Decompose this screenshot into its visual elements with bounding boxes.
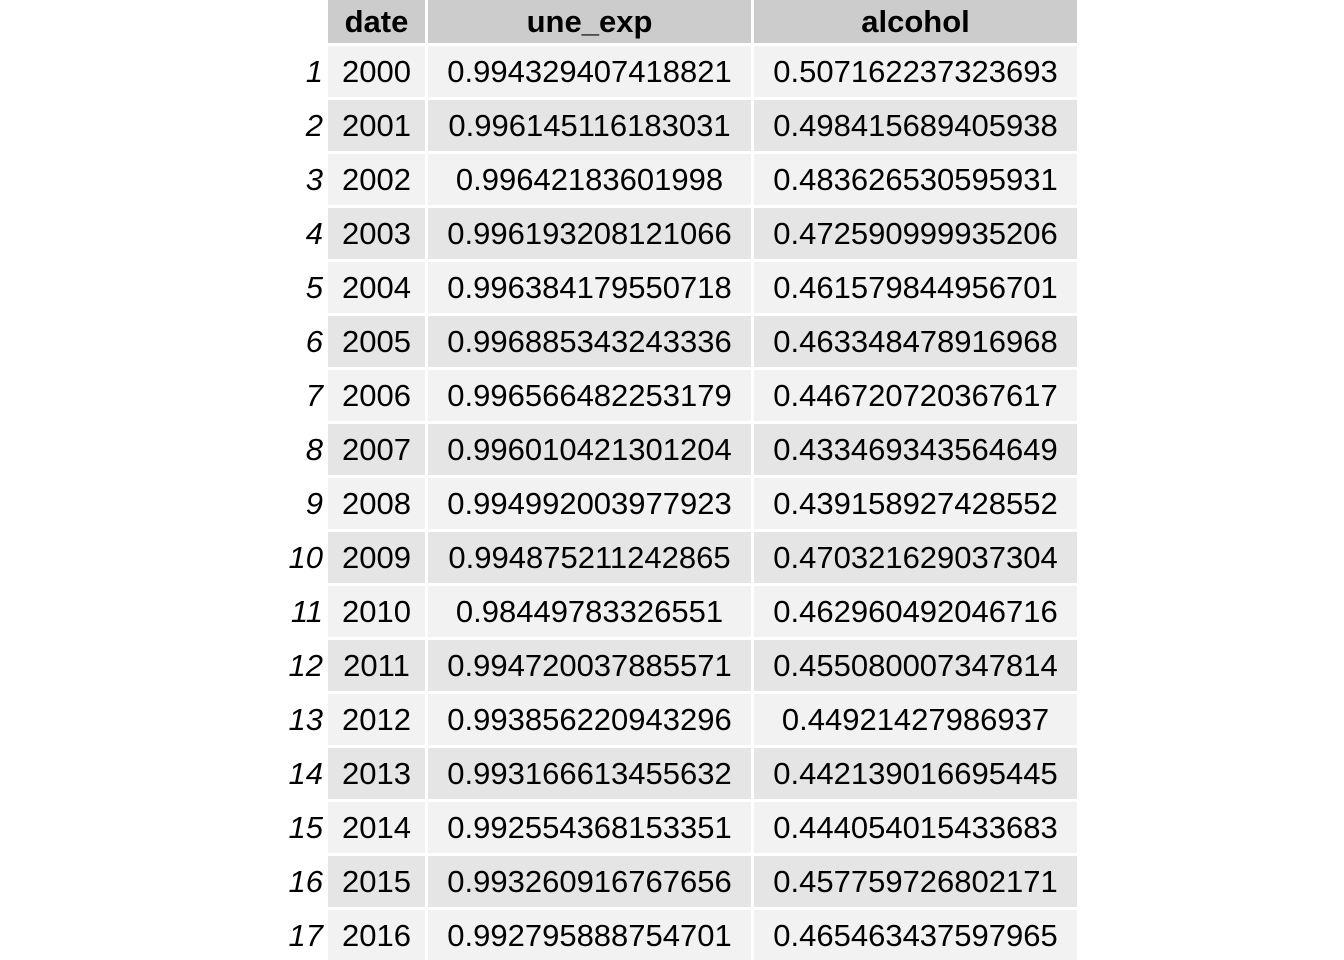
table-row: 9 2008 0.994992003977923 0.439158927428552 — [280, 478, 1077, 529]
cell-alcohol: 0.498415689405938 — [754, 100, 1077, 151]
row-index: 4 — [280, 208, 325, 259]
data-table: date une_exp alcohol 1 2000 0.994329407418… — [280, 0, 1080, 960]
cell-une-exp: 0.99642183601998 — [428, 154, 751, 205]
cell-date: 2002 — [328, 154, 425, 205]
cell-une-exp: 0.994720037885571 — [428, 640, 751, 691]
row-index: 17 — [280, 910, 325, 960]
row-index: 10 — [280, 532, 325, 583]
cell-alcohol: 0.444054015433683 — [754, 802, 1077, 853]
cell-date: 2005 — [328, 316, 425, 367]
row-index: 6 — [280, 316, 325, 367]
cell-date: 2012 — [328, 694, 425, 745]
cell-alcohol: 0.446720720367617 — [754, 370, 1077, 421]
row-index: 14 — [280, 748, 325, 799]
table-row: 2 2001 0.996145116183031 0.498415689405938 — [280, 100, 1077, 151]
table-row: 13 2012 0.993856220943296 0.44921427986937 — [280, 694, 1077, 745]
table-row: 16 2015 0.993260916767656 0.457759726802171 — [280, 856, 1077, 907]
cell-date: 2006 — [328, 370, 425, 421]
cell-date: 2011 — [328, 640, 425, 691]
row-index: 13 — [280, 694, 325, 745]
cell-une-exp: 0.993856220943296 — [428, 694, 751, 745]
cell-date: 2007 — [328, 424, 425, 475]
cell-alcohol: 0.442139016695445 — [754, 748, 1077, 799]
index-column-header — [280, 0, 325, 43]
row-index: 1 — [280, 46, 325, 97]
cell-alcohol: 0.470321629037304 — [754, 532, 1077, 583]
cell-alcohol: 0.439158927428552 — [754, 478, 1077, 529]
cell-une-exp: 0.994329407418821 — [428, 46, 751, 97]
cell-date: 2016 — [328, 910, 425, 960]
table-row: 17 2016 0.992795888754701 0.465463437597965 — [280, 910, 1077, 960]
cell-une-exp: 0.994875211242865 — [428, 532, 751, 583]
cell-une-exp: 0.996384179550718 — [428, 262, 751, 313]
table-row: 3 2002 0.99642183601998 0.483626530595931 — [280, 154, 1077, 205]
cell-alcohol: 0.465463437597965 — [754, 910, 1077, 960]
row-index: 3 — [280, 154, 325, 205]
row-index: 15 — [280, 802, 325, 853]
cell-date: 2004 — [328, 262, 425, 313]
row-index: 8 — [280, 424, 325, 475]
cell-une-exp: 0.992795888754701 — [428, 910, 751, 960]
row-index: 5 — [280, 262, 325, 313]
table-row: 5 2004 0.996384179550718 0.461579844956701 — [280, 262, 1077, 313]
table-row: 15 2014 0.992554368153351 0.444054015433683 — [280, 802, 1077, 853]
cell-alcohol: 0.507162237323693 — [754, 46, 1077, 97]
cell-alcohol: 0.483626530595931 — [754, 154, 1077, 205]
cell-alcohol: 0.462960492046716 — [754, 586, 1077, 637]
cell-une-exp: 0.996566482253179 — [428, 370, 751, 421]
data-table-container: date une_exp alcohol 1 2000 0.994329407418… — [280, 0, 1084, 960]
table-row: 10 2009 0.994875211242865 0.470321629037304 — [280, 532, 1077, 583]
row-index: 7 — [280, 370, 325, 421]
cell-date: 2001 — [328, 100, 425, 151]
cell-une-exp: 0.992554368153351 — [428, 802, 751, 853]
cell-alcohol: 0.455080007347814 — [754, 640, 1077, 691]
table-row: 6 2005 0.996885343243336 0.463348478916968 — [280, 316, 1077, 367]
cell-alcohol: 0.433469343564649 — [754, 424, 1077, 475]
cell-une-exp: 0.98449783326551 — [428, 586, 751, 637]
cell-une-exp: 0.993166613455632 — [428, 748, 751, 799]
column-header-une-exp: une_exp — [428, 0, 751, 43]
row-index: 2 — [280, 100, 325, 151]
cell-alcohol: 0.44921427986937 — [754, 694, 1077, 745]
cell-alcohol: 0.457759726802171 — [754, 856, 1077, 907]
cell-alcohol: 0.461579844956701 — [754, 262, 1077, 313]
cell-alcohol: 0.472590999935206 — [754, 208, 1077, 259]
table-row: 1 2000 0.994329407418821 0.507162237323693 — [280, 46, 1077, 97]
cell-une-exp: 0.996010421301204 — [428, 424, 751, 475]
cell-date: 2015 — [328, 856, 425, 907]
row-index: 9 — [280, 478, 325, 529]
table-row: 7 2006 0.996566482253179 0.446720720367617 — [280, 370, 1077, 421]
cell-une-exp: 0.993260916767656 — [428, 856, 751, 907]
row-index: 12 — [280, 640, 325, 691]
cell-date: 2009 — [328, 532, 425, 583]
cell-date: 2000 — [328, 46, 425, 97]
cell-une-exp: 0.996885343243336 — [428, 316, 751, 367]
cell-date: 2008 — [328, 478, 425, 529]
cell-une-exp: 0.996145116183031 — [428, 100, 751, 151]
cell-une-exp: 0.994992003977923 — [428, 478, 751, 529]
cell-date: 2014 — [328, 802, 425, 853]
row-index: 11 — [280, 586, 325, 637]
cell-une-exp: 0.996193208121066 — [428, 208, 751, 259]
table-body: 1 2000 0.994329407418821 0.507162237323693 2… — [280, 46, 1077, 960]
row-index: 16 — [280, 856, 325, 907]
cell-date: 2010 — [328, 586, 425, 637]
column-header-alcohol: alcohol — [754, 0, 1077, 43]
table-row: 8 2007 0.996010421301204 0.433469343564649 — [280, 424, 1077, 475]
column-header-date: date — [328, 0, 425, 43]
table-row: 11 2010 0.98449783326551 0.462960492046716 — [280, 586, 1077, 637]
cell-date: 2013 — [328, 748, 425, 799]
table-row: 4 2003 0.996193208121066 0.472590999935206 — [280, 208, 1077, 259]
table-row: 14 2013 0.993166613455632 0.442139016695445 — [280, 748, 1077, 799]
cell-date: 2003 — [328, 208, 425, 259]
header-row: date une_exp alcohol — [280, 0, 1077, 43]
table-row: 12 2011 0.994720037885571 0.455080007347814 — [280, 640, 1077, 691]
cell-alcohol: 0.463348478916968 — [754, 316, 1077, 367]
